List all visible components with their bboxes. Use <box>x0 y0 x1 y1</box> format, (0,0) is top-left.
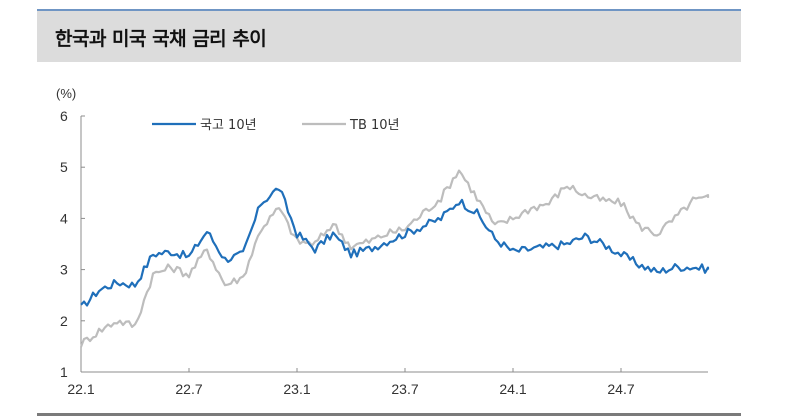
legend-item-tb-10y: TB 10년 <box>302 118 400 133</box>
x-axis: 22.1 22.7 23.1 23.7 24.1 24.7 <box>67 368 708 397</box>
title-bar: 한국과 미국 국채 금리 추이 <box>37 11 741 62</box>
y-axis-unit-label: (%) <box>56 86 77 101</box>
x-tick-label: 22.1 <box>67 381 94 397</box>
legend-item-ktb-10y: 국고 10년 <box>152 118 257 133</box>
x-tick-label: 23.7 <box>391 381 418 397</box>
page-title: 한국과 미국 국채 금리 추이 <box>55 28 267 50</box>
y-tick-label: 1 <box>60 364 68 380</box>
legend: 국고 10년 TB 10년 <box>152 118 400 133</box>
y-tick-label: 2 <box>60 313 68 329</box>
series-line-tb-10y <box>79 169 710 348</box>
y-axis: 1 2 3 4 5 6 <box>60 108 85 380</box>
y-tick-label: 3 <box>60 262 68 278</box>
x-tick-label: 24.1 <box>499 381 526 397</box>
legend-label: TB 10년 <box>349 118 400 133</box>
series-line-ktb-10y <box>80 187 710 307</box>
y-tick-label: 5 <box>60 159 68 175</box>
y-tick-label: 6 <box>60 108 68 124</box>
x-tick-label: 22.7 <box>175 381 202 397</box>
bottom-rule <box>37 413 741 416</box>
y-tick-label: 4 <box>60 210 68 226</box>
legend-label: 국고 10년 <box>200 118 257 133</box>
x-tick-label: 24.7 <box>607 381 634 397</box>
x-tick-label: 23.1 <box>283 381 310 397</box>
title-top-rule <box>37 9 741 11</box>
